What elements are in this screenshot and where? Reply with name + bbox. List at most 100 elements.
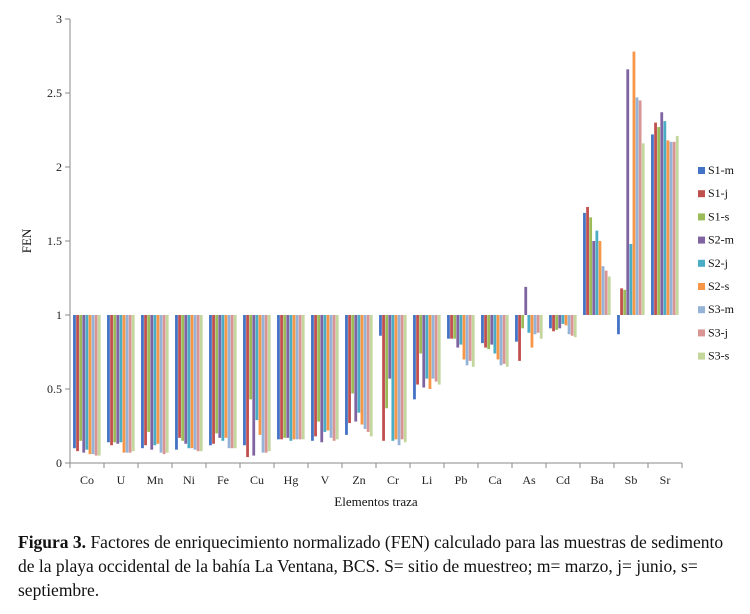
bar-S1-s-Cr (385, 315, 389, 409)
bar-S2-j-Hg (289, 315, 293, 441)
y-tick-label: 0 (56, 456, 62, 470)
bar-S1-j-U (110, 315, 113, 446)
bar-S3-s-Cd (573, 315, 577, 338)
legend-swatch (698, 283, 705, 290)
bar-S2-s-V (326, 315, 330, 431)
bar-S1-j-Mn (144, 315, 147, 446)
bar-S3-m-Pb (465, 315, 469, 366)
x-tick-label: Cr (387, 473, 399, 487)
bar-S2-j-V (323, 315, 327, 432)
bar-S3-s-Cu (267, 315, 271, 452)
bar-S1-s-Ni (181, 315, 185, 441)
bar-S2-m-Pb (456, 315, 460, 348)
bar-S2-m-Hg (286, 315, 290, 438)
bar-S2-m-Ni (184, 315, 188, 444)
bar-S2-m-Co (82, 315, 86, 453)
bar-S3-m-Cd (567, 315, 571, 335)
bar-S2-s-Sr (666, 140, 670, 315)
bar-S2-j-Cr (391, 315, 395, 441)
bar-S1-s-Pb (453, 315, 457, 339)
y-tick-label: 0.5 (47, 382, 62, 396)
x-tick-label: Sb (625, 473, 638, 487)
bar-S1-m-U (107, 315, 110, 443)
y-tick-label: 1 (56, 308, 62, 322)
bar-S2-s-Hg (292, 315, 296, 440)
bar-S2-s-Ba (598, 241, 602, 315)
bar-S2-m-Sb (626, 69, 630, 315)
bar-S3-j-Sb (638, 100, 642, 316)
bar-S3-j-Ni (196, 315, 200, 452)
bar-S1-j-Ni (178, 315, 181, 438)
bars-group (73, 51, 679, 458)
bar-S1-s-V (317, 315, 321, 422)
bar-S1-m-Sr (651, 134, 654, 315)
x-tick-label: Pb (455, 473, 468, 487)
bar-S2-j-Li (425, 315, 429, 379)
legend-swatch (698, 213, 705, 221)
bar-S3-s-U (131, 315, 135, 452)
legend-label: S2-s (708, 279, 730, 293)
bar-S1-m-Cu (243, 315, 246, 446)
bar-S2-j-Zn (357, 315, 361, 413)
bar-S2-m-Ba (592, 241, 596, 315)
bar-S1-j-Cd (552, 315, 555, 332)
x-tick-label: Cd (556, 473, 570, 487)
x-tick-label: Fe (217, 473, 229, 487)
bar-S3-s-Co (97, 315, 101, 456)
bar-S1-j-Cr (382, 315, 385, 441)
x-axis-label: Elementos traza (334, 494, 418, 509)
bar-S2-m-Ca (490, 315, 494, 345)
legend-swatch (698, 306, 705, 314)
bar-S3-j-Mn (162, 315, 166, 455)
bar-S3-j-Cu (264, 315, 268, 453)
bar-S2-j-Ba (595, 230, 599, 315)
bar-S2-s-Mn (156, 315, 160, 444)
legend-label: S2-m (708, 233, 735, 247)
bar-S1-m-Mn (141, 315, 144, 449)
x-ticks-group: Co U Mn Ni Fe Cu Hg V Zn Cr Li Pb Ca As Cd Ba Sb Sr (69, 463, 683, 487)
bar-S2-s-Pb (462, 315, 466, 360)
bar-S1-s-As (521, 315, 525, 329)
bar-S1-m-As (515, 315, 518, 342)
bar-S3-m-Hg (295, 315, 299, 440)
bar-S3-s-Mn (165, 315, 169, 453)
bar-S2-s-Cr (394, 315, 398, 440)
bar-S3-s-Sb (641, 143, 645, 315)
bar-S2-s-Co (88, 315, 92, 455)
y-tick-label: 1.5 (47, 234, 62, 248)
bar-S2-m-Li (422, 315, 426, 388)
bar-S2-s-Zn (360, 315, 364, 425)
x-tick-label: Sr (660, 473, 671, 487)
bar-S1-s-Zn (351, 315, 355, 394)
bar-S3-m-Mn (159, 315, 163, 453)
x-tick-label: Mn (147, 473, 164, 487)
bar-S3-j-V (332, 315, 336, 441)
bar-S3-j-Cr (400, 315, 404, 440)
bar-S2-s-Cu (258, 315, 262, 435)
bar-S2-m-As (524, 286, 528, 315)
bar-S3-s-Fe (233, 315, 237, 449)
bar-S3-s-Li (437, 315, 441, 385)
bar-S2-s-Ca (496, 315, 500, 360)
bar-S3-m-Ba (601, 266, 605, 315)
bar-S3-m-Sr (669, 141, 673, 315)
bar-S2-s-Ni (190, 315, 194, 449)
bar-S3-m-Fe (227, 315, 231, 449)
bar-S3-m-Zn (363, 315, 367, 429)
bar-S2-j-As (527, 315, 531, 333)
x-tick-label: Ba (590, 473, 604, 487)
bar-S3-m-Cu (261, 315, 265, 453)
bar-S2-m-Cr (388, 315, 392, 379)
bar-S2-m-Sr (660, 112, 664, 316)
bar-S1-j-Ca (484, 315, 487, 348)
bar-S2-m-U (116, 315, 120, 444)
bar-S3-s-As (539, 315, 543, 339)
bar-S2-j-Mn (153, 315, 157, 446)
bar-S2-m-V (320, 315, 324, 443)
bar-S3-m-U (125, 315, 129, 453)
x-tick-label: U (117, 473, 126, 487)
bar-S1-j-Zn (348, 315, 351, 424)
x-tick-label: Co (80, 473, 94, 487)
legend: S1-m S1-j S1-s S2-m S2-j S2-s S3-m S3-j S3-s (698, 163, 735, 363)
bar-S1-j-V (314, 315, 317, 437)
